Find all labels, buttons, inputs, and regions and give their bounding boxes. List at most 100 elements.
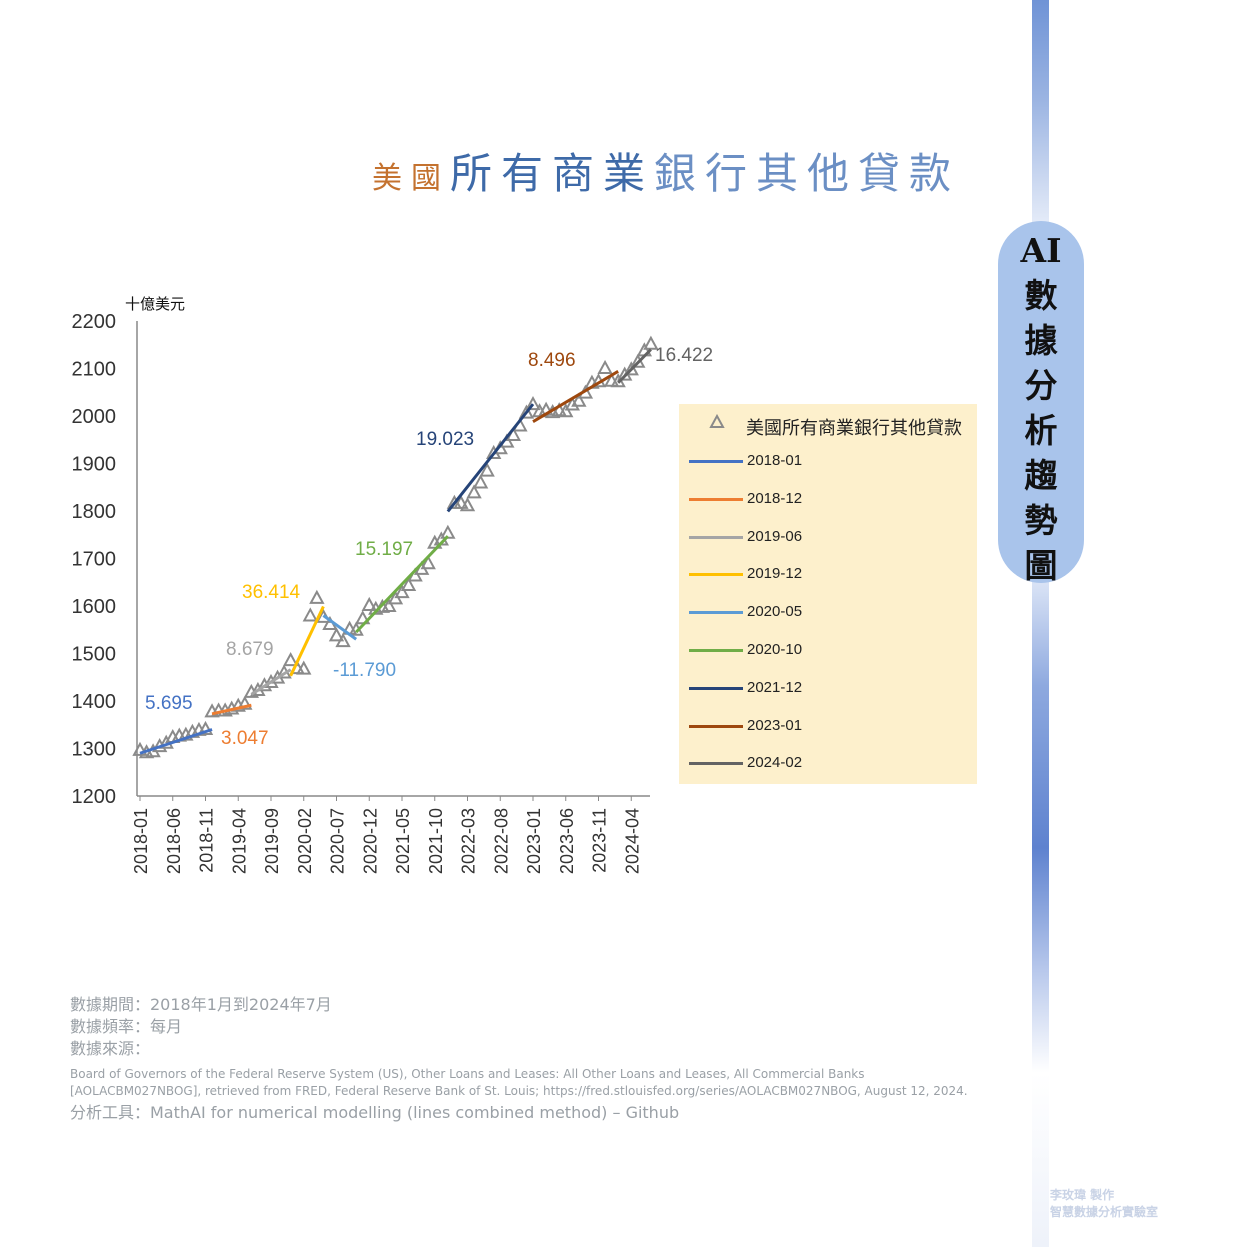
slope-label-2020-10: 15.197 xyxy=(355,539,413,560)
triangle-marker-icon xyxy=(709,414,725,428)
decorative-side-bar xyxy=(1032,0,1049,1247)
chart-marks xyxy=(132,335,659,759)
data-point-marker xyxy=(237,695,253,710)
footer-frequency: 數據頻率：每月 xyxy=(70,1017,183,1036)
data-point-marker xyxy=(197,720,214,735)
chart-title-part3: 銀行其他貸款 xyxy=(654,149,961,198)
y-tick-label: 1400 xyxy=(72,691,117,713)
data-point-marker xyxy=(302,607,318,622)
y-tick-label: 2200 xyxy=(72,311,117,333)
data-point-marker xyxy=(381,597,397,612)
legend-label: 2019-12 xyxy=(747,565,803,583)
author-watermark: 李玫瑋 製作 智慧數據分析實驗室 xyxy=(1050,1187,1190,1221)
y-tick-label: 1500 xyxy=(72,644,117,666)
side-label-char: 分 xyxy=(1024,366,1058,405)
data-point-marker xyxy=(564,396,580,411)
legend-swatch xyxy=(689,573,743,577)
x-tick-label: 2019-09 xyxy=(262,808,282,874)
x-tick-label: 2020-02 xyxy=(295,808,315,874)
slope-label-2020-05: -11.790 xyxy=(333,660,396,681)
legend-swatch xyxy=(689,535,743,539)
footer-source-label: 數據來源： xyxy=(70,1039,151,1058)
legend-label: 2024-02 xyxy=(747,754,803,772)
legend-label: 2023-01 xyxy=(747,716,803,734)
data-point-marker xyxy=(335,633,351,648)
legend-label: 2018-01 xyxy=(747,452,803,469)
chart-title-part2: 所有商業 xyxy=(450,149,655,198)
x-tick-label: 2018-11 xyxy=(197,808,217,873)
slope-label-2018-12: 3.047 xyxy=(221,728,269,749)
y-axis-label: 十億美元 xyxy=(125,296,185,313)
segment-line-2019-12 xyxy=(289,605,325,677)
data-point-marker xyxy=(400,576,417,592)
y-tick-label: 1800 xyxy=(72,501,117,523)
legend-entry-data: 美國所有商業銀行其他貸款 xyxy=(679,412,977,438)
side-label-text: AI 數 據 分 析 趨 勢 圖 xyxy=(998,228,1084,588)
legend-entry-2021-12: 2021-12 xyxy=(679,677,977,701)
x-tick-label: 2023-06 xyxy=(557,808,577,874)
slope-label-2018-01: 5.695 xyxy=(145,693,193,714)
x-tick-label: 2022-08 xyxy=(491,808,511,874)
data-point-marker xyxy=(518,404,535,419)
data-point-marker xyxy=(296,660,312,675)
slope-label-2021-12: 19.023 xyxy=(416,429,474,450)
chart-legend: 美國所有商業銀行其他貸款 2018-01 2018-12 2019-06 2019-1… xyxy=(679,404,977,784)
data-point-marker xyxy=(597,359,613,374)
x-tick-label: 2024-04 xyxy=(622,808,642,874)
chart-plot: 十億美元 1200 1300 1400 1500 1600 1700 1800 1900 200… xyxy=(72,296,714,874)
segment-line-2023-01 xyxy=(532,370,619,423)
x-tick-label: 2021-10 xyxy=(426,808,446,874)
x-tick-label: 2018-01 xyxy=(131,808,151,874)
side-label-char: AI xyxy=(1020,231,1062,270)
legend-label: 2021-12 xyxy=(747,678,803,696)
footer-period: 數據期間：2018年1月到2024年7月 xyxy=(70,995,332,1014)
x-tick-label: 2019-04 xyxy=(229,808,249,874)
data-point-marker xyxy=(558,403,574,418)
y-tick-label: 2100 xyxy=(72,359,117,381)
data-point-marker xyxy=(479,462,495,477)
data-point-marker xyxy=(328,627,345,642)
side-label-char: 據 xyxy=(1024,321,1058,360)
x-tick-label: 2023-11 xyxy=(590,808,610,873)
data-point-marker xyxy=(623,361,639,376)
watermark-line2: 智慧數據分析實驗室 xyxy=(1050,1205,1159,1219)
side-label-char: 趨 xyxy=(1024,456,1058,495)
data-point-marker xyxy=(394,584,410,599)
y-tick-label: 2000 xyxy=(72,406,117,428)
legend-swatch xyxy=(689,762,743,766)
legend-label: 2020-10 xyxy=(747,641,803,658)
chart-slope-labels: 5.695 3.047 8.679 36.414 -11.790 15.197 19.023… xyxy=(145,345,713,749)
segment-line-2018-01 xyxy=(139,728,213,755)
data-point-marker xyxy=(472,474,489,489)
x-tick-label: 2021-05 xyxy=(393,808,413,874)
legend-entry-2019-06: 2019-06 xyxy=(679,526,977,550)
legend-swatch xyxy=(689,611,743,615)
legend-entry-2023-01: 2023-01 xyxy=(679,715,977,739)
legend-entry-2018-12: 2018-12 xyxy=(679,488,977,512)
data-point-marker xyxy=(466,484,482,499)
data-point-marker xyxy=(132,741,148,756)
footer-notes: 數據期間：2018年1月到2024年7月 數據頻率：每月 數據來源： Board… xyxy=(70,994,970,1124)
side-label-char: 數 xyxy=(1024,276,1058,315)
legend-label: 2018-12 xyxy=(747,489,803,507)
x-tick-label: 2020-12 xyxy=(360,808,380,874)
x-tick-label: 2018-06 xyxy=(164,808,184,874)
legend-label: 美國所有商業銀行其他貸款 xyxy=(746,418,962,438)
legend-swatch xyxy=(689,724,743,728)
y-tick-label: 1300 xyxy=(72,739,117,761)
x-tick-label: 2023-01 xyxy=(524,808,544,874)
legend-entry-2019-12: 2019-12 xyxy=(679,563,977,587)
legend-swatch xyxy=(689,649,743,652)
data-point-marker xyxy=(309,589,325,604)
legend-swatch xyxy=(689,497,743,501)
legend-entry-2020-10: 2020-10 xyxy=(679,639,977,663)
chart-axes: 1200 1300 1400 1500 1600 1700 1800 1900 2000 2100… xyxy=(72,311,650,874)
x-tick-label: 2022-03 xyxy=(459,808,479,874)
data-point-marker xyxy=(643,335,659,350)
legend-entry-2024-02: 2024-02 xyxy=(679,752,977,776)
legend-swatch xyxy=(689,686,743,690)
side-label-badge xyxy=(998,221,1084,583)
segment-line-2021-12 xyxy=(446,403,535,513)
data-point-marker xyxy=(420,555,436,570)
legend-swatch xyxy=(689,460,743,463)
